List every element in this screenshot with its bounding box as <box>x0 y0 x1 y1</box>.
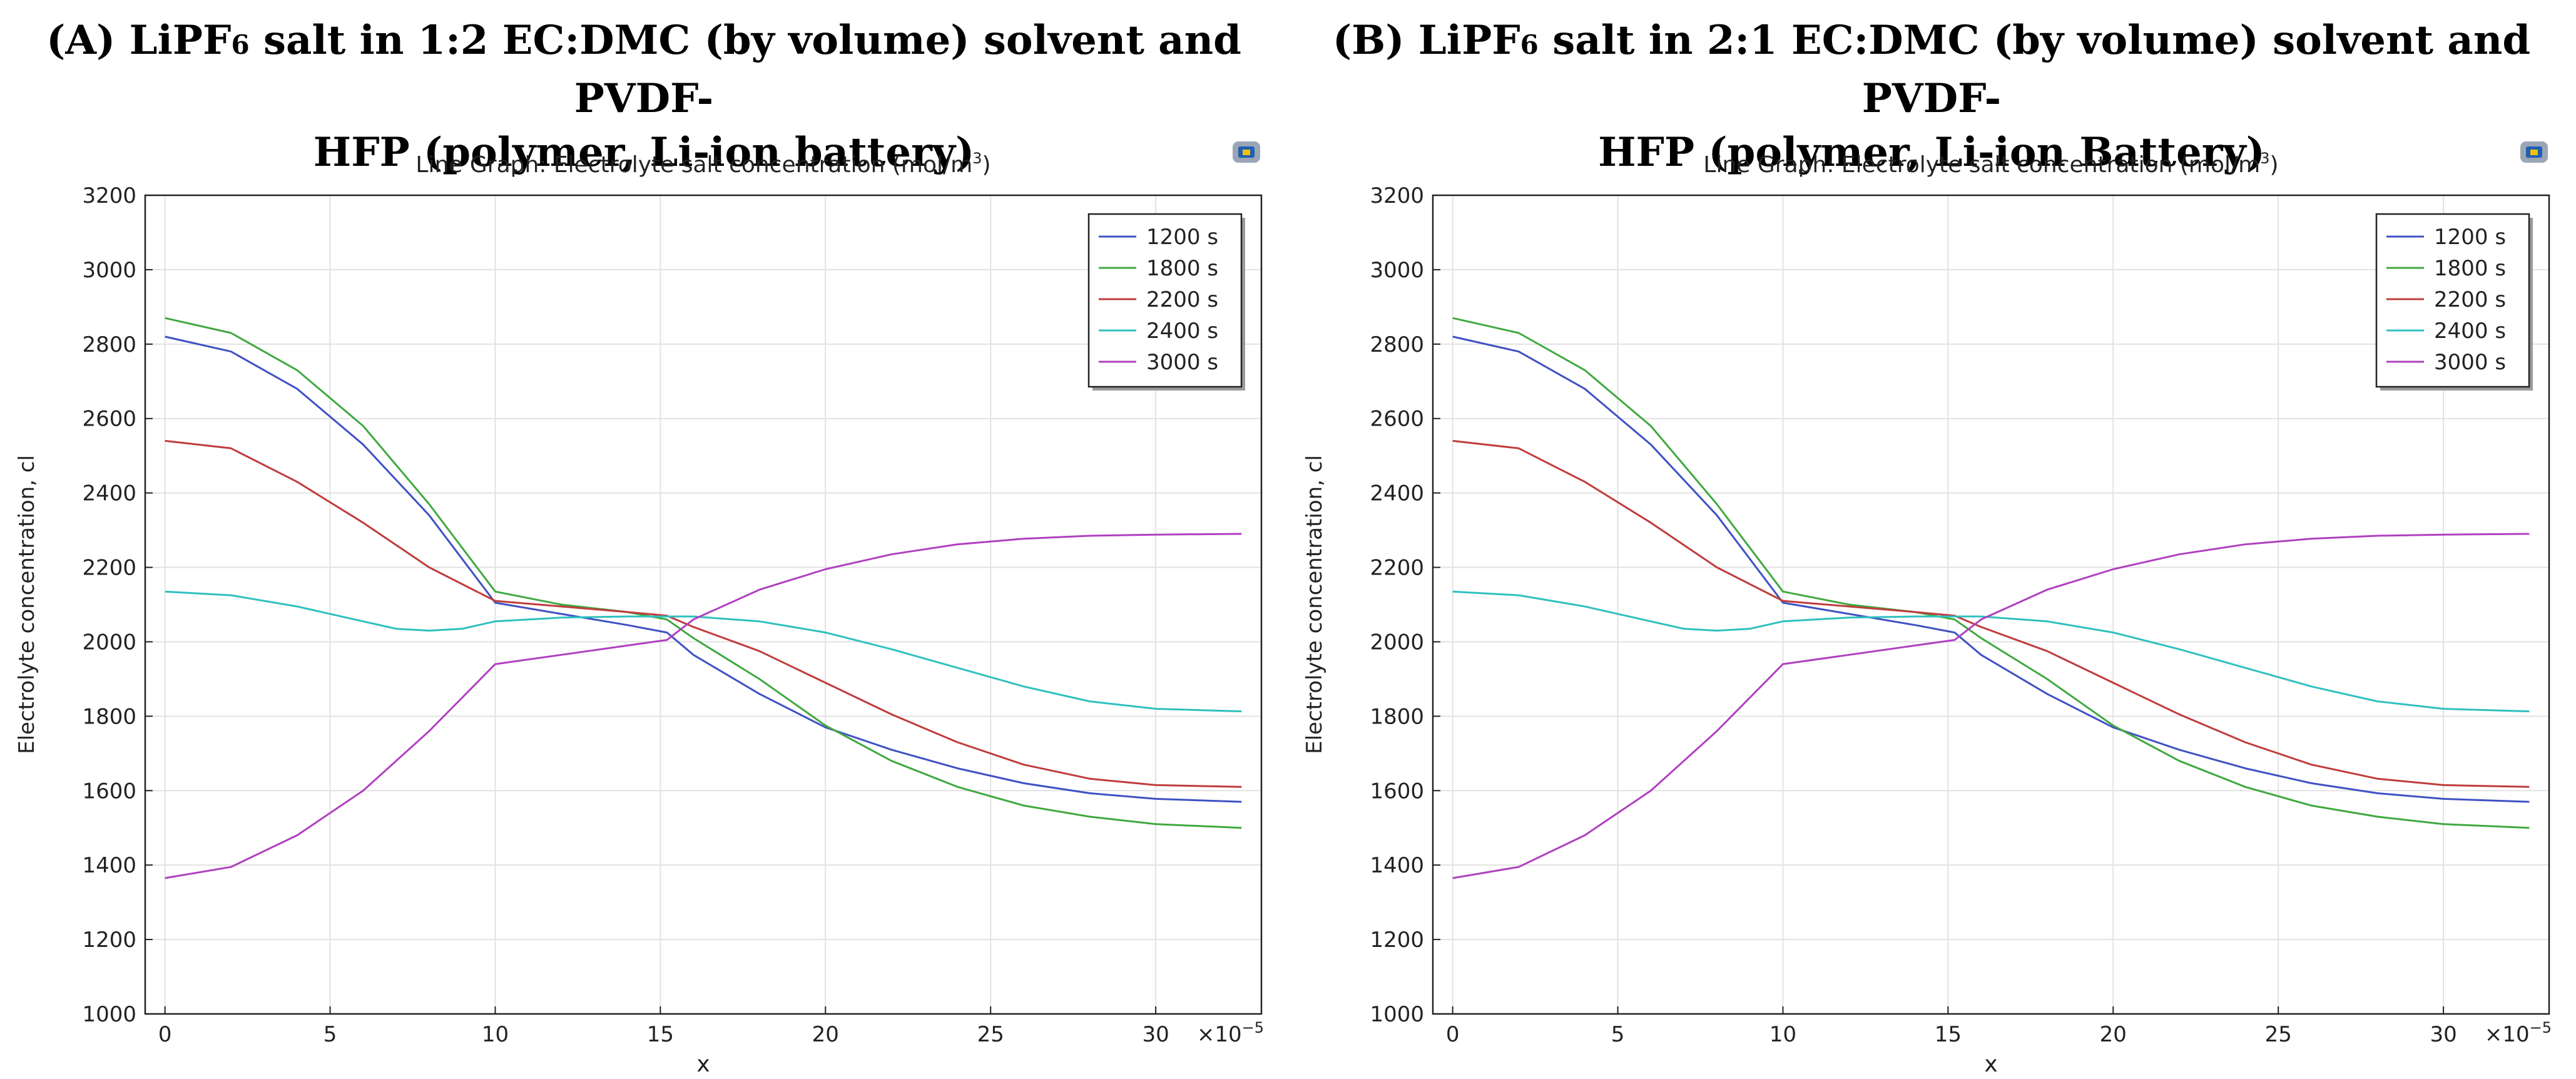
x-tick-label: 10 <box>482 1022 509 1047</box>
legend-label: 3000 s <box>2434 350 2506 375</box>
chart-title-superscript: 3 <box>2260 150 2269 167</box>
x-tick-label: 25 <box>977 1022 1004 1047</box>
plot-frame <box>144 194 1263 1015</box>
y-tick-label: 1200 <box>1370 928 1424 953</box>
y-tick-label: 2800 <box>1370 332 1424 357</box>
y-tick-label: 1400 <box>1370 853 1424 878</box>
x-tick-label: 15 <box>1935 1022 1962 1047</box>
x-tick-label: 5 <box>323 1022 337 1047</box>
app-logo-icon <box>1233 141 1260 163</box>
legend-label: 2400 s <box>2434 319 2506 344</box>
series-line <box>1452 590 2530 713</box>
panel-a-caption: (A) LiPF6 salt in 1:2 EC:DMC (by volume)… <box>0 14 1288 180</box>
y-tick-label: 2600 <box>82 407 136 432</box>
x-tick-label: 20 <box>812 1022 839 1047</box>
series-line <box>1452 335 2530 803</box>
y-tick-label: 1600 <box>1370 779 1424 804</box>
x-tick-label: 10 <box>1769 1022 1796 1047</box>
y-tick-label: 2000 <box>82 630 136 655</box>
legend-box <box>1087 213 1243 388</box>
legend-label: 1800 s <box>2434 256 2506 281</box>
y-axis-label: Electrolyte concentration, cl <box>14 455 39 754</box>
app-logo-icon-center <box>2530 150 2538 155</box>
x-axis-multiplier-exponent: −5 <box>1242 1019 1264 1036</box>
y-axis-label: Electrolyte concentration, cl <box>1302 455 1327 754</box>
series-line <box>165 335 1242 803</box>
app-logo-icon-center <box>1243 150 1250 155</box>
panel-b-chart: Line Graph: Electrolyte salt concentrati… <box>1302 141 2552 1077</box>
series-line <box>1452 533 2530 879</box>
y-tick-label: 1800 <box>1370 704 1424 729</box>
y-tick-label: 3000 <box>82 258 136 283</box>
y-tick-label: 1800 <box>82 704 136 729</box>
series-line <box>165 317 1242 829</box>
chart-title-text: Line Graph: Electrolyte salt concentrati… <box>415 152 972 178</box>
x-tick-label: 0 <box>1446 1022 1460 1047</box>
y-tick-label: 2600 <box>1370 407 1424 432</box>
x-tick-label: 25 <box>2265 1022 2292 1047</box>
legend-label: 2200 s <box>1146 287 1218 312</box>
legend-label: 2400 s <box>1146 319 1218 344</box>
panel-a-caption-line1: (A) LiPF6 salt in 1:2 EC:DMC (by volume)… <box>46 17 1241 122</box>
y-tick-label: 2200 <box>82 556 136 581</box>
legend-label: 1200 s <box>1146 225 1218 250</box>
x-tick-label: 0 <box>158 1022 172 1047</box>
x-axis-label: x <box>696 1051 710 1077</box>
chart-title: Line Graph: Electrolyte salt concentrati… <box>1703 150 2278 178</box>
y-tick-label: 1600 <box>82 779 136 804</box>
x-tick-label: 30 <box>2430 1022 2456 1047</box>
legend-box <box>2375 213 2530 388</box>
chart-title-suffix: ) <box>2270 152 2279 178</box>
series-line <box>165 590 1242 713</box>
panel-a-caption-line2: HFP (polymer, Li-ion battery) <box>313 129 975 176</box>
legend-label: 2200 s <box>2434 287 2506 312</box>
y-tick-label: 3000 <box>1370 258 1424 283</box>
legend-label: 3000 s <box>1146 350 1218 375</box>
y-tick-label: 2400 <box>1370 481 1424 506</box>
x-tick-label: 30 <box>1142 1022 1169 1047</box>
y-tick-label: 3200 <box>1370 183 1424 208</box>
chart-title: Line Graph: Electrolyte salt concentrati… <box>415 150 990 178</box>
chart-title-suffix: ) <box>982 152 991 178</box>
panel-b-caption: (B) LiPF6 salt in 2:1 EC:DMC (by volume)… <box>1288 14 2575 180</box>
panel-b-caption-line2: HFP (polymer, Li-ion Battery) <box>1598 129 2265 176</box>
y-tick-label: 1400 <box>82 853 136 878</box>
series-line <box>165 533 1242 879</box>
y-tick-label: 1000 <box>1370 1002 1424 1027</box>
panel-b-caption-line1: (B) LiPF6 salt in 2:1 EC:DMC (by volume)… <box>1332 17 2531 122</box>
y-tick-label: 1000 <box>82 1002 136 1027</box>
chart-title-text: Line Graph: Electrolyte salt concentrati… <box>1703 152 2260 178</box>
y-tick-label: 3200 <box>82 183 136 208</box>
plot-frame <box>1432 194 2550 1015</box>
y-tick-label: 2800 <box>82 332 136 357</box>
x-axis-label: x <box>1984 1051 1997 1077</box>
y-tick-label: 2400 <box>82 481 136 506</box>
chart-panel-b: (B) LiPF6 salt in 2:1 EC:DMC (by volume)… <box>1288 0 2575 1079</box>
y-tick-label: 2000 <box>1370 630 1424 655</box>
series-line <box>1452 439 2530 788</box>
x-axis-multiplier-base: ×10 <box>2485 1022 2530 1047</box>
app-logo-icon <box>2520 141 2548 163</box>
chart-panel-a: (A) LiPF6 salt in 1:2 EC:DMC (by volume)… <box>0 14 1288 1077</box>
series-line <box>165 439 1242 788</box>
y-tick-label: 1200 <box>82 928 136 953</box>
x-axis-multiplier-base: ×10 <box>1197 1022 1242 1047</box>
y-tick-label: 2200 <box>1370 556 1424 581</box>
panel-a-chart: Line Graph: Electrolyte salt concentrati… <box>14 141 1264 1077</box>
legend-label: 1800 s <box>1146 256 1218 281</box>
legend-label: 1200 s <box>2434 225 2506 250</box>
chart-title-superscript: 3 <box>972 150 982 167</box>
x-axis-multiplier: ×10−5 <box>2485 1019 2552 1047</box>
x-axis-multiplier-exponent: −5 <box>2530 1019 2552 1036</box>
x-tick-label: 20 <box>2100 1022 2127 1047</box>
x-tick-label: 15 <box>647 1022 674 1047</box>
series-line <box>1452 317 2530 829</box>
x-tick-label: 5 <box>1611 1022 1625 1047</box>
x-axis-multiplier: ×10−5 <box>1197 1019 1264 1047</box>
